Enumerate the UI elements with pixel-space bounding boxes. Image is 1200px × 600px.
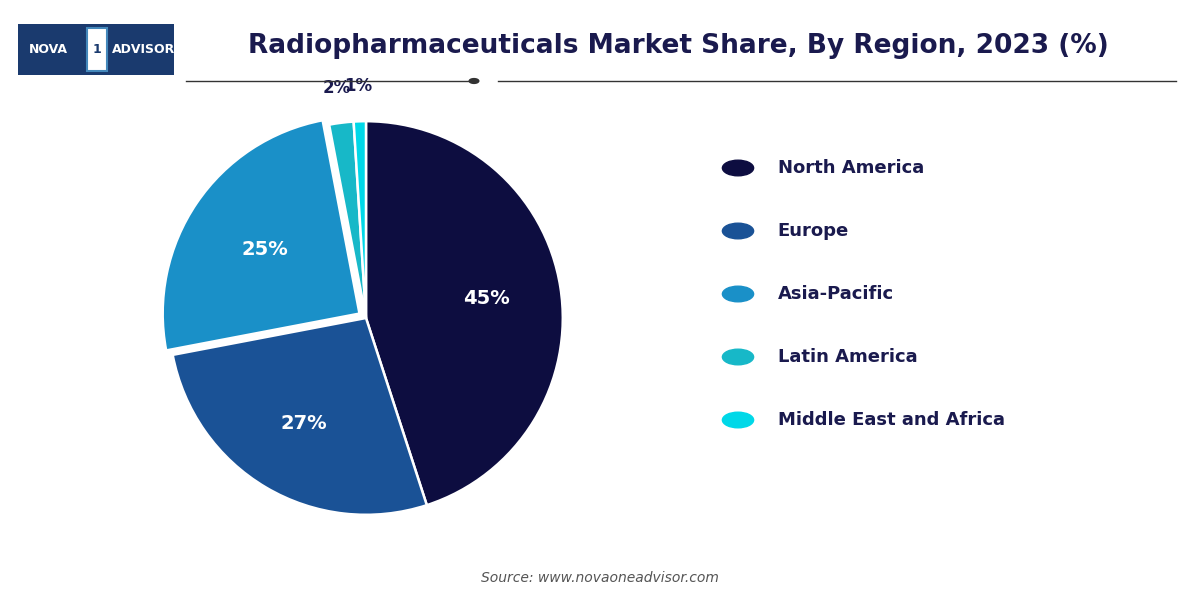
- Text: NOVA: NOVA: [29, 43, 68, 56]
- Wedge shape: [163, 120, 360, 350]
- FancyBboxPatch shape: [18, 24, 174, 75]
- Text: Asia-Pacific: Asia-Pacific: [778, 285, 894, 303]
- Text: 1%: 1%: [344, 77, 373, 95]
- Text: 1: 1: [92, 43, 101, 56]
- Text: Europe: Europe: [778, 222, 848, 240]
- Text: 27%: 27%: [281, 413, 328, 433]
- Wedge shape: [173, 318, 427, 515]
- Wedge shape: [366, 121, 563, 505]
- FancyBboxPatch shape: [86, 28, 107, 71]
- Text: 45%: 45%: [463, 289, 510, 308]
- Text: Source: www.novaoneadvisor.com: Source: www.novaoneadvisor.com: [481, 571, 719, 585]
- Wedge shape: [354, 121, 366, 318]
- Text: ADVISOR: ADVISOR: [112, 43, 175, 56]
- Text: Latin America: Latin America: [778, 348, 917, 366]
- Text: 25%: 25%: [241, 240, 288, 259]
- Text: Radiopharmaceuticals Market Share, By Region, 2023 (%): Radiopharmaceuticals Market Share, By Re…: [247, 33, 1109, 59]
- Wedge shape: [329, 122, 366, 318]
- Text: 2%: 2%: [323, 79, 352, 97]
- Text: Middle East and Africa: Middle East and Africa: [778, 411, 1004, 429]
- Text: North America: North America: [778, 159, 924, 177]
